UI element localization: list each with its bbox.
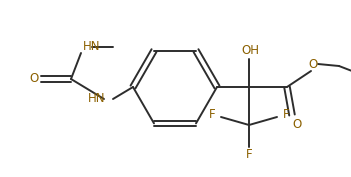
Text: F: F xyxy=(246,149,252,161)
Text: OH: OH xyxy=(241,44,259,56)
Text: HN: HN xyxy=(83,41,100,53)
Text: O: O xyxy=(29,73,39,85)
Text: F: F xyxy=(209,109,215,121)
Text: F: F xyxy=(283,109,289,121)
Text: O: O xyxy=(309,59,318,72)
Text: O: O xyxy=(292,118,302,130)
Text: HN: HN xyxy=(87,93,105,105)
